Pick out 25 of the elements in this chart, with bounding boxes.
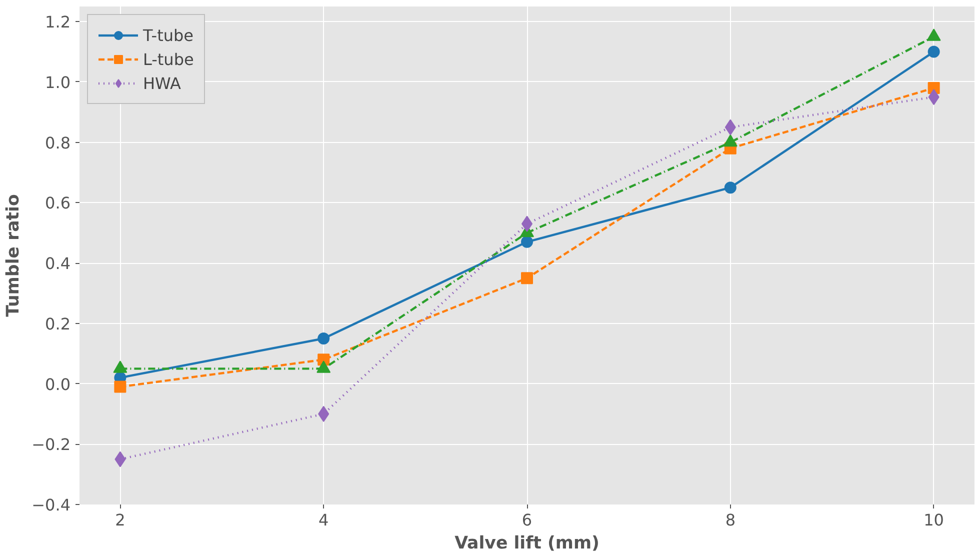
y-tick-label: 0.2: [45, 314, 71, 334]
point: [928, 46, 940, 58]
x-tick-label: 10: [924, 510, 944, 530]
legend-label: T-tube: [143, 26, 194, 44]
point: [521, 272, 533, 284]
point: [724, 182, 736, 194]
x-tick-label: 8: [725, 510, 736, 530]
legend-label: L-tube: [143, 50, 194, 68]
y-tick-label: −0.2: [32, 435, 71, 454]
x-tick-label: 2: [115, 510, 126, 530]
y-tick-label: 1.2: [45, 12, 71, 32]
x-axis-title: Valve lift (mm): [454, 534, 600, 554]
point: [114, 380, 126, 393]
y-tick-label: 0.0: [45, 374, 71, 394]
y-axis-title: Tumble ratio: [4, 194, 24, 317]
legend-label: HWA: [143, 74, 181, 92]
y-tick-label: −0.4: [32, 496, 71, 514]
x-tick-label: 6: [522, 510, 532, 530]
point: [318, 332, 330, 344]
y-tick-label: 1.0: [45, 72, 71, 92]
point: [521, 236, 533, 248]
y-tick-label: 0.8: [45, 133, 71, 152]
y-tick-label: 0.6: [45, 194, 71, 213]
x-tick-label: 4: [318, 510, 329, 530]
y-tick-label: 0.4: [45, 254, 71, 274]
